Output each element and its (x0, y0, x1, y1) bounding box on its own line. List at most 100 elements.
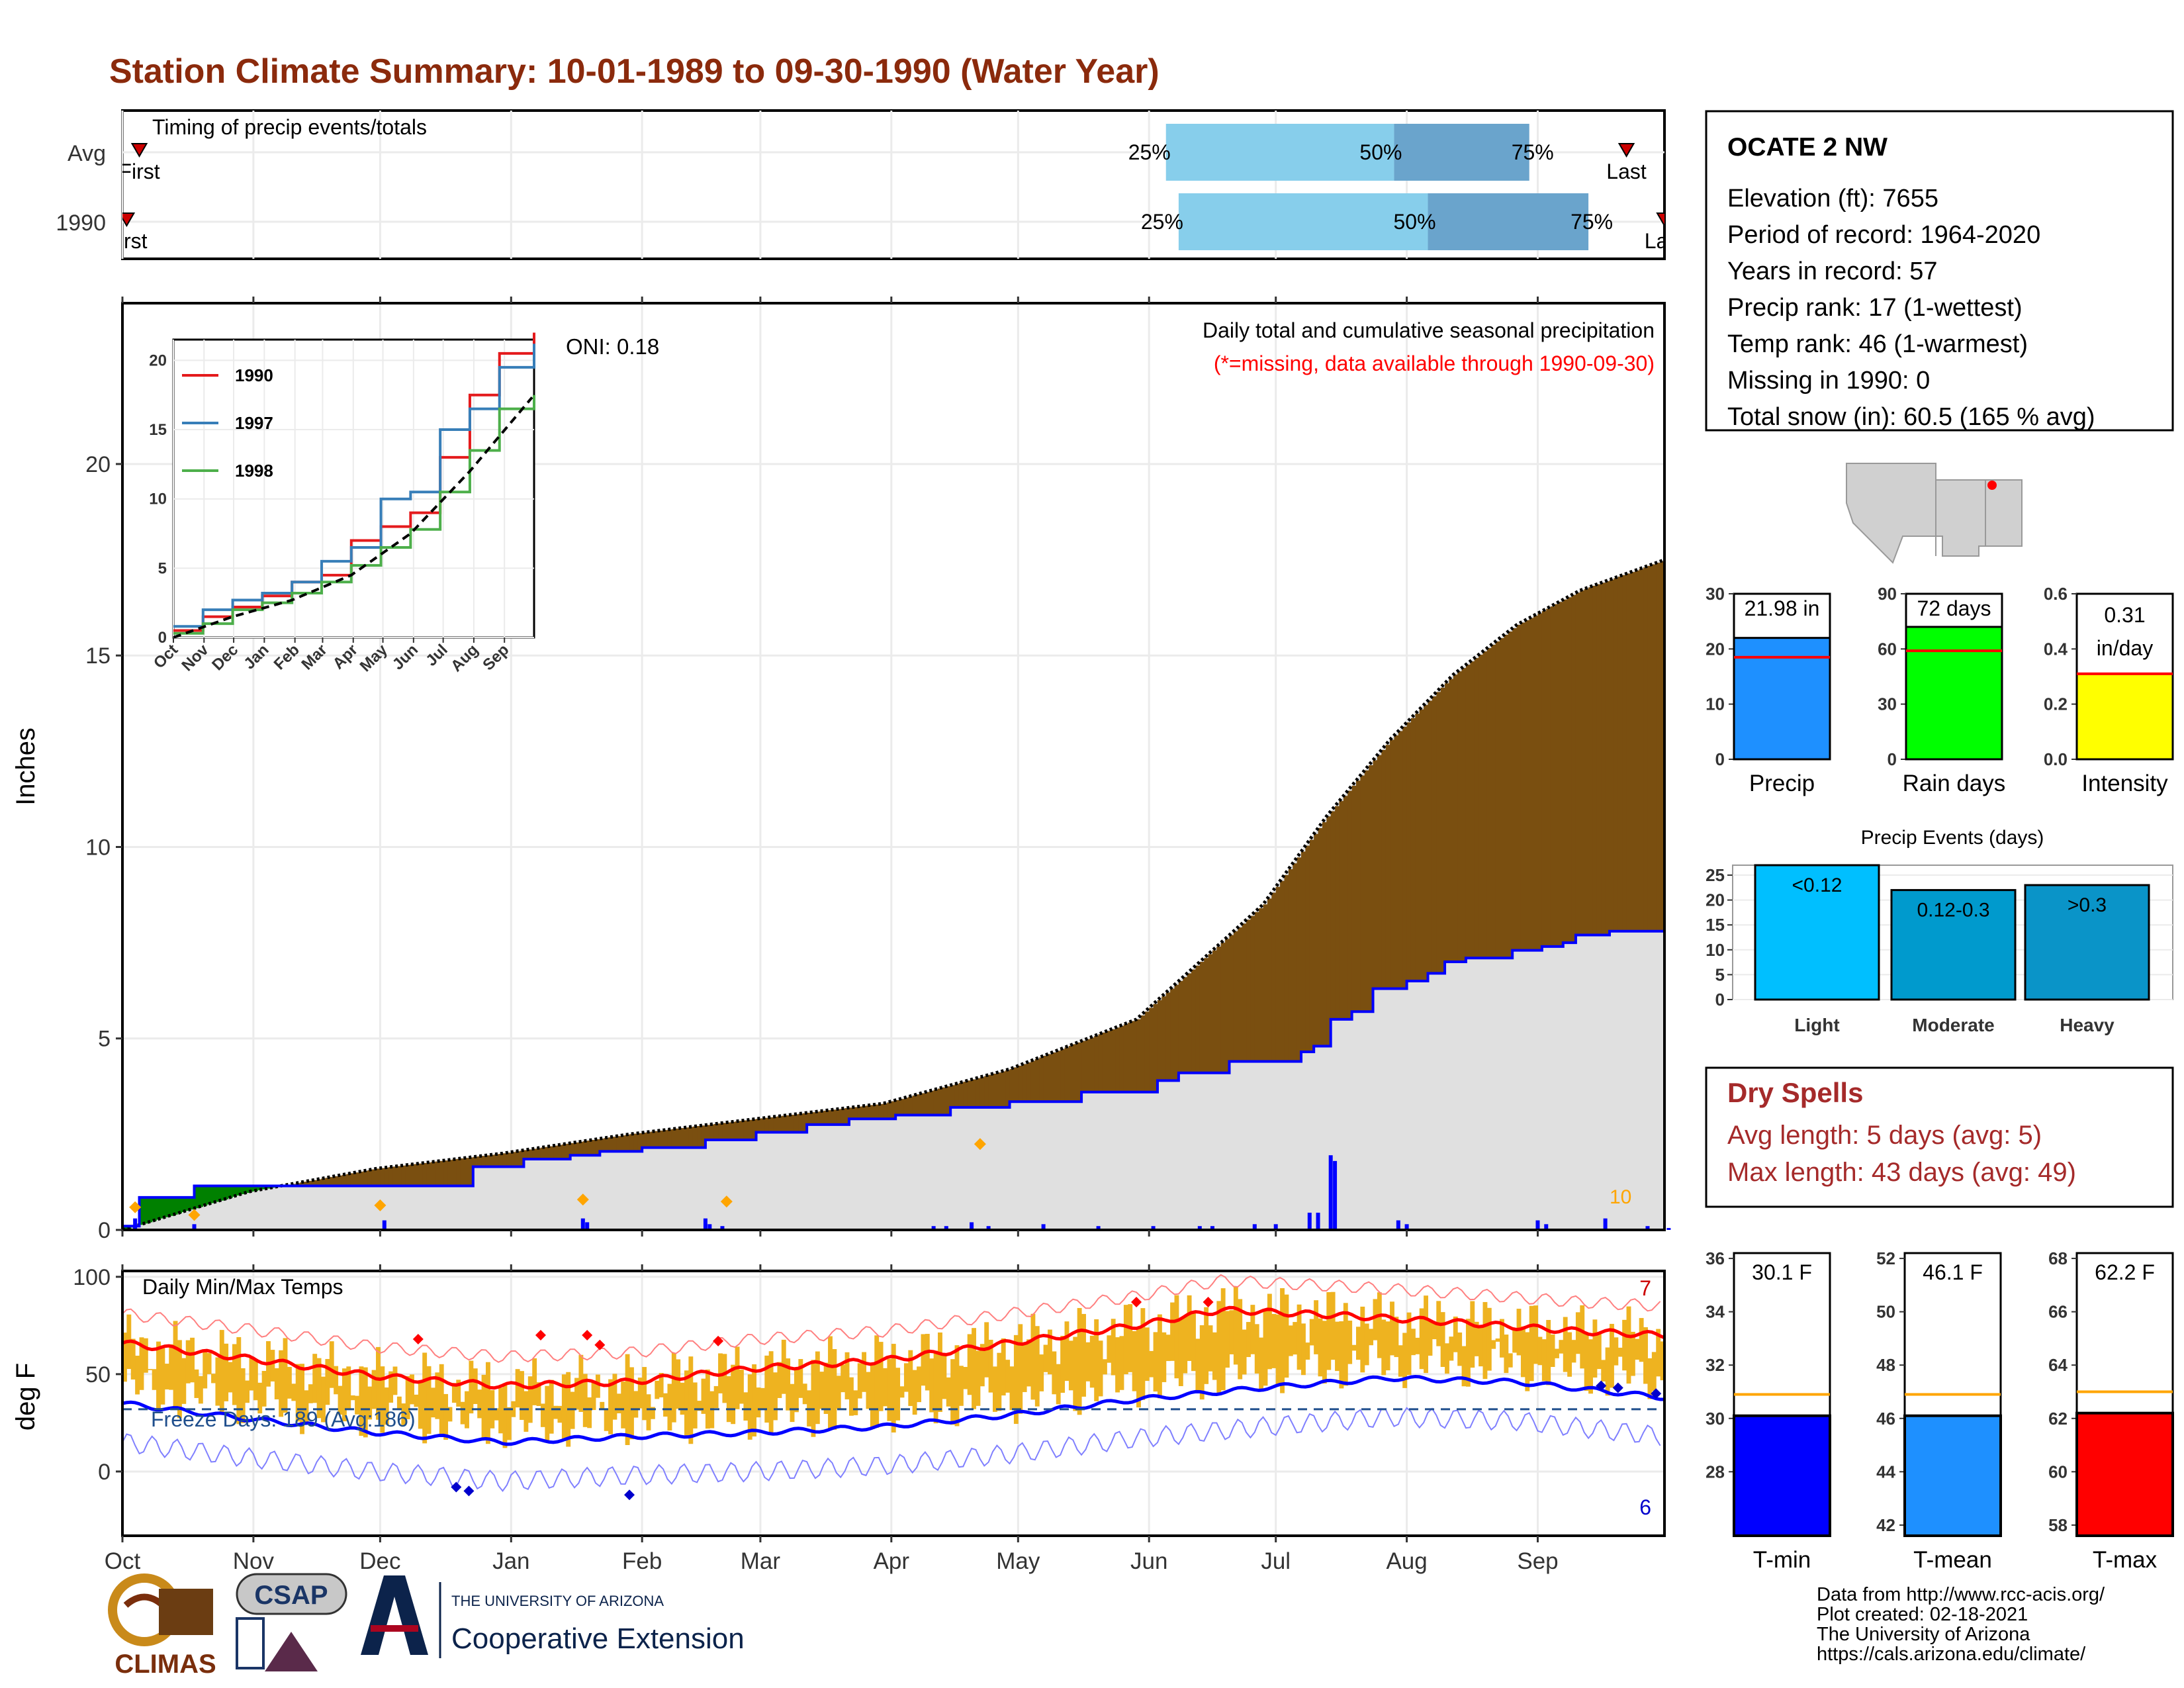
cum-diff-segment (1508, 631, 1513, 959)
cum-diff-segment (587, 1141, 592, 1156)
month-label: Jan (492, 1548, 529, 1574)
record-high-marker (1203, 1297, 1214, 1308)
events-ytick: 15 (1706, 915, 1725, 935)
cum-diff-segment (1111, 1029, 1116, 1092)
cum-diff-segment (376, 1168, 381, 1186)
daily-temp-bar (130, 1338, 136, 1380)
daily-temp-bar (899, 1386, 905, 1398)
temp-value-bar (1733, 1414, 1831, 1537)
cum-diff-segment (1617, 577, 1623, 931)
cum-diff-segment (490, 1154, 495, 1167)
daily-temp-bar (1525, 1332, 1530, 1391)
daily-temp-bar (1284, 1294, 1289, 1378)
daily-temp-bar (878, 1342, 884, 1411)
stat-ytick: 0 (1888, 749, 1897, 769)
daily-temp-bar (1161, 1332, 1167, 1382)
daily-temp-bar (177, 1340, 182, 1419)
daily-temp-bar (456, 1380, 461, 1407)
daily-temp-bar (308, 1384, 313, 1403)
cum-diff-segment (388, 1167, 394, 1186)
temp-ytick: 32 (1706, 1355, 1725, 1375)
events-ytick: 5 (1715, 964, 1725, 984)
daily-temp-bar (895, 1368, 901, 1421)
cum-diff-segment (1022, 1064, 1027, 1102)
daily-temp-bar (346, 1366, 351, 1409)
cum-diff-segment (1428, 700, 1433, 974)
cum-diff-segment (1546, 608, 1551, 947)
cum-diff-segment (502, 1153, 508, 1167)
cum-diff-segment (942, 1087, 947, 1115)
daily-temp-bar (1242, 1329, 1247, 1375)
cum-diff-segment (1060, 1049, 1066, 1102)
cum-diff-segment (308, 1180, 313, 1186)
daily-precip-bar (585, 1222, 590, 1230)
daily-temp-bar (520, 1371, 524, 1420)
cum-diff-segment (380, 1168, 385, 1186)
daily-temp-bar (236, 1336, 242, 1425)
daily-temp-bar (1026, 1339, 1031, 1387)
cum-diff-segment (359, 1172, 364, 1186)
daily-temp-bar (1360, 1306, 1365, 1373)
cum-diff-segment (1195, 965, 1201, 1073)
daily-temp-bar (1305, 1342, 1310, 1360)
temp-ytick: 36 (1706, 1248, 1725, 1268)
cum-diff-segment (355, 1172, 360, 1186)
daily-temp-bar (988, 1339, 993, 1393)
cum-diff-segment (802, 1113, 807, 1133)
daily-temp-bar (1559, 1340, 1564, 1354)
daily-temp-bar (625, 1354, 630, 1445)
daily-temp-bar (384, 1387, 389, 1425)
cum-diff-segment (1191, 969, 1197, 1073)
cum-diff-segment (688, 1127, 694, 1148)
daily-temp-bar (938, 1332, 942, 1412)
temp-value-bar (1903, 1414, 2002, 1537)
daily-temp-bar (954, 1345, 960, 1427)
cum-diff-segment (156, 1197, 161, 1220)
cum-diff-segment (371, 1169, 377, 1186)
cum-diff-segment (1432, 696, 1437, 974)
daily-temp-bar (164, 1364, 169, 1389)
cum-diff-segment (456, 1158, 461, 1186)
footer-credits: Data from http://www.rcc-acis.org/Plot c… (1817, 1584, 2105, 1665)
daily-temp-bar (1651, 1352, 1657, 1391)
daily-temp-bar (853, 1390, 858, 1415)
ua-logo-big: Cooperative Extension (451, 1622, 745, 1655)
daily-temp-bar (616, 1393, 621, 1414)
cum-diff-segment (862, 1105, 867, 1119)
daily-temp-bar (1424, 1295, 1429, 1374)
daily-temp-bar (743, 1392, 749, 1421)
stat-value-text: in/day (2097, 636, 2153, 660)
daily-temp-bar (396, 1396, 402, 1411)
temp-value-text: 62.2 F (2095, 1260, 2155, 1284)
daily-temp-bar (786, 1358, 791, 1411)
daily-temp-bar (451, 1383, 457, 1403)
cum-diff-segment (1584, 588, 1589, 935)
daily-temp-bar (655, 1380, 660, 1399)
cum-diff-segment (520, 1150, 525, 1167)
cum-diff-segment (228, 1186, 233, 1198)
daily-temp-bar (371, 1370, 377, 1409)
cum-diff-segment (1651, 564, 1657, 931)
daily-temp-bar (341, 1368, 347, 1422)
daily-temp-bar (1373, 1299, 1378, 1340)
month-label: Jul (1261, 1548, 1291, 1574)
daily-temp-bar (325, 1358, 330, 1405)
cum-diff-segment (316, 1179, 322, 1186)
month-label: Jun (1130, 1548, 1167, 1574)
daily-temp-bar (1596, 1332, 1602, 1370)
cum-diff-segment (1347, 790, 1353, 1019)
cum-diff-segment (726, 1122, 731, 1141)
cum-diff-segment (1288, 869, 1293, 1062)
cum-diff-segment (1174, 984, 1179, 1081)
cum-diff-segment (232, 1186, 237, 1197)
daily-temp-bar (494, 1408, 499, 1421)
cum-diff-segment (764, 1117, 770, 1133)
precip-ytick: 15 (85, 643, 111, 669)
cum-diff-segment (979, 1077, 985, 1107)
cum-diff-segment (1318, 827, 1323, 1047)
daily-temp-bar (1626, 1306, 1631, 1384)
daily-temp-bar (388, 1371, 394, 1403)
daily-temp-bar (591, 1382, 596, 1411)
cum-diff-segment (752, 1119, 757, 1141)
daily-temp-bar (1043, 1344, 1048, 1372)
